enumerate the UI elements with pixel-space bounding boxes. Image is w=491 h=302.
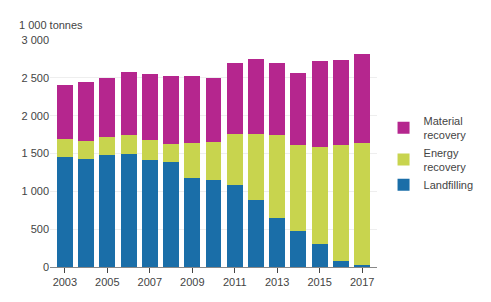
- svg-text:2011: 2011: [223, 276, 247, 288]
- svg-text:2015: 2015: [307, 276, 331, 288]
- svg-text:2017: 2017: [350, 276, 374, 288]
- svg-text:500: 500: [31, 223, 49, 235]
- svg-text:1 500: 1 500: [21, 147, 49, 159]
- svg-text:2003: 2003: [53, 276, 77, 288]
- svg-text:2005: 2005: [95, 276, 119, 288]
- svg-text:1 000: 1 000: [21, 185, 49, 197]
- svg-text:3 000: 3 000: [21, 34, 49, 46]
- svg-text:2013: 2013: [265, 276, 289, 288]
- svg-text:Energyrecovery: Energyrecovery: [424, 147, 467, 173]
- svg-text:2 500: 2 500: [21, 72, 49, 84]
- svg-text:0: 0: [43, 261, 49, 273]
- svg-text:2 000: 2 000: [21, 110, 49, 122]
- svg-text:2007: 2007: [138, 276, 162, 288]
- svg-text:Materialrecovery: Materialrecovery: [424, 115, 467, 141]
- svg-text:2009: 2009: [180, 276, 204, 288]
- svg-text:Landfilling: Landfilling: [424, 179, 474, 191]
- svg-text:1 000 tonnes: 1 000 tonnes: [19, 19, 83, 31]
